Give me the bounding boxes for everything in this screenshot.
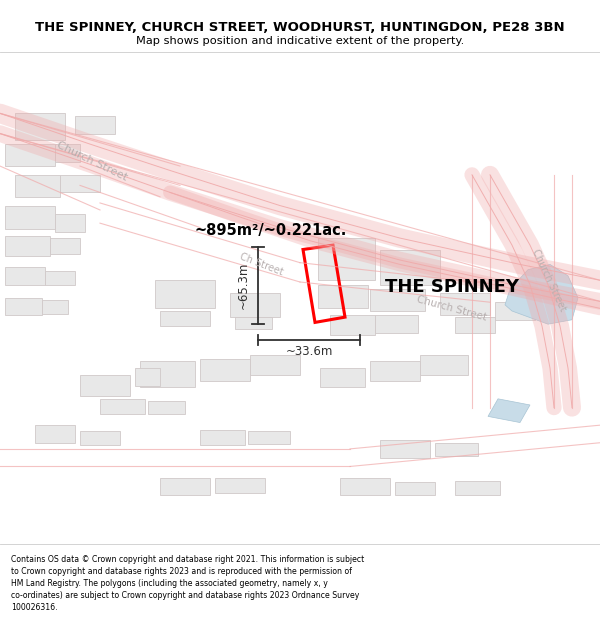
Polygon shape [200, 429, 245, 446]
Polygon shape [440, 293, 490, 316]
Polygon shape [50, 238, 80, 254]
Polygon shape [318, 238, 375, 280]
Text: Map shows position and indicative extent of the property.: Map shows position and indicative extent… [136, 36, 464, 46]
Polygon shape [380, 440, 430, 458]
Polygon shape [55, 214, 85, 232]
Polygon shape [135, 368, 160, 386]
Text: ~33.6m: ~33.6m [286, 345, 332, 358]
Polygon shape [5, 144, 55, 166]
Polygon shape [200, 359, 250, 381]
Text: Church Street: Church Street [530, 248, 568, 313]
Polygon shape [318, 284, 368, 308]
Polygon shape [15, 113, 65, 140]
Text: ~895m²/~0.221ac.: ~895m²/~0.221ac. [195, 223, 347, 238]
Polygon shape [488, 399, 530, 422]
Polygon shape [148, 401, 185, 414]
Text: Church Street: Church Street [55, 140, 129, 183]
Polygon shape [455, 481, 500, 496]
Polygon shape [250, 355, 300, 375]
Polygon shape [5, 236, 50, 256]
Polygon shape [340, 478, 390, 496]
Text: THE SPINNEY: THE SPINNEY [385, 278, 519, 296]
Polygon shape [395, 482, 435, 496]
Text: Ch Street: Ch Street [238, 252, 284, 278]
Polygon shape [60, 175, 100, 192]
Text: Contains OS data © Crown copyright and database right 2021. This information is : Contains OS data © Crown copyright and d… [11, 555, 364, 564]
Polygon shape [380, 249, 440, 284]
Polygon shape [215, 478, 265, 492]
Polygon shape [235, 317, 272, 329]
Polygon shape [80, 375, 130, 396]
Text: THE SPINNEY, CHURCH STREET, WOODHURST, HUNTINGDON, PE28 3BN: THE SPINNEY, CHURCH STREET, WOODHURST, H… [35, 21, 565, 34]
Polygon shape [45, 271, 75, 284]
Polygon shape [35, 425, 75, 442]
Polygon shape [42, 299, 68, 314]
Polygon shape [80, 431, 120, 446]
Polygon shape [248, 431, 290, 444]
Polygon shape [495, 302, 535, 320]
Polygon shape [5, 206, 55, 229]
Text: HM Land Registry. The polygons (including the associated geometry, namely x, y: HM Land Registry. The polygons (includin… [11, 579, 328, 587]
Polygon shape [230, 293, 280, 317]
Polygon shape [5, 298, 42, 316]
Polygon shape [155, 280, 215, 308]
Polygon shape [455, 317, 495, 333]
Polygon shape [505, 264, 578, 324]
Polygon shape [370, 289, 425, 311]
Polygon shape [160, 478, 210, 496]
Text: to Crown copyright and database rights 2023 and is reproduced with the permissio: to Crown copyright and database rights 2… [11, 567, 352, 576]
Polygon shape [160, 311, 210, 326]
Polygon shape [320, 368, 365, 388]
Polygon shape [100, 399, 145, 414]
Polygon shape [370, 361, 420, 381]
Polygon shape [420, 355, 468, 375]
Polygon shape [435, 442, 478, 456]
Text: 100026316.: 100026316. [11, 602, 58, 611]
Polygon shape [55, 144, 80, 162]
Polygon shape [140, 361, 195, 388]
Text: Church Street: Church Street [415, 294, 487, 322]
Text: co-ordinates) are subject to Crown copyright and database rights 2023 Ordnance S: co-ordinates) are subject to Crown copyr… [11, 591, 359, 599]
Polygon shape [5, 267, 45, 284]
Polygon shape [75, 116, 115, 134]
Text: ~65.3m: ~65.3m [237, 262, 250, 309]
Polygon shape [330, 316, 375, 335]
Polygon shape [15, 175, 60, 197]
Polygon shape [375, 316, 418, 333]
